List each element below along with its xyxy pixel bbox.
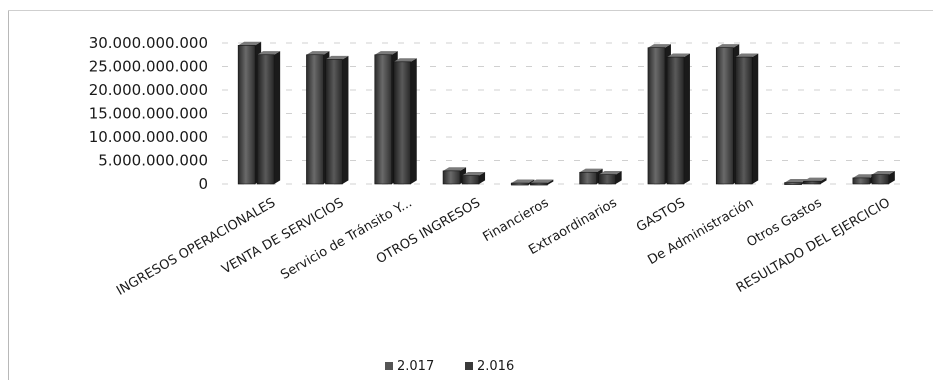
bar-side bbox=[342, 55, 349, 184]
x-category-label: GASTOS bbox=[634, 195, 688, 235]
bar-face bbox=[852, 177, 871, 185]
bar-face bbox=[256, 54, 275, 185]
bar-top bbox=[871, 171, 895, 175]
bar-top bbox=[579, 168, 603, 173]
bar-top bbox=[238, 41, 262, 46]
bar-top bbox=[530, 179, 554, 184]
bar bbox=[511, 179, 535, 186]
bar bbox=[666, 53, 690, 185]
bar-face bbox=[461, 175, 480, 185]
bar-top bbox=[803, 177, 827, 182]
bar-face bbox=[374, 54, 393, 185]
bar-face bbox=[803, 180, 821, 185]
bar bbox=[598, 171, 622, 185]
bar-top bbox=[374, 51, 398, 55]
bar-face bbox=[237, 45, 256, 185]
y-tick-label: 20.000.000.000 bbox=[89, 81, 208, 99]
bar-face bbox=[598, 174, 616, 185]
bar-face bbox=[871, 174, 890, 185]
bar-top bbox=[647, 44, 671, 48]
legend-swatch bbox=[465, 362, 473, 370]
bar bbox=[325, 55, 349, 185]
bar-face bbox=[647, 47, 666, 185]
bar-top bbox=[716, 44, 740, 48]
bar-face bbox=[734, 56, 753, 185]
bar bbox=[803, 177, 827, 185]
x-category-label: Servicio de Tránsito Y... bbox=[278, 195, 415, 282]
bar-face bbox=[442, 170, 461, 185]
bar-top bbox=[735, 53, 759, 58]
bar-side bbox=[888, 171, 895, 184]
y-axis-tick-labels: 0 5.000.000.000 10.000.000.000 15.000.000.0… bbox=[89, 34, 208, 193]
bar-side bbox=[547, 179, 554, 186]
bar-top bbox=[598, 171, 622, 175]
legend-label: 2.016 bbox=[477, 359, 514, 374]
bar-face bbox=[715, 47, 734, 185]
bar-face bbox=[784, 182, 802, 185]
legend-swatch bbox=[385, 362, 393, 370]
bar-side bbox=[683, 53, 690, 184]
y-tick-label: 25.000.000.000 bbox=[89, 58, 208, 76]
bar bbox=[461, 171, 486, 185]
bar bbox=[256, 51, 281, 185]
y-tick-label: 0 bbox=[198, 175, 208, 193]
bars bbox=[237, 41, 895, 186]
bar-side bbox=[615, 171, 622, 184]
bar bbox=[871, 171, 895, 185]
bar-top bbox=[443, 167, 467, 171]
bar-side bbox=[528, 179, 535, 186]
bar-top bbox=[393, 58, 417, 62]
bar-side bbox=[274, 51, 281, 185]
bar-top bbox=[257, 51, 281, 55]
legend-item: 2.016 bbox=[465, 359, 514, 374]
bar-side bbox=[752, 53, 759, 184]
bar-face bbox=[325, 59, 343, 185]
bar-face bbox=[393, 61, 412, 185]
bar-side bbox=[479, 171, 486, 184]
bar-top bbox=[852, 174, 876, 178]
bar-face bbox=[666, 56, 685, 185]
bar-top bbox=[325, 55, 349, 60]
y-tick-label: 5.000.000.000 bbox=[98, 152, 208, 170]
bar bbox=[530, 179, 554, 186]
bar-top bbox=[784, 178, 808, 183]
bar-side bbox=[410, 58, 417, 185]
bar-face bbox=[306, 54, 324, 185]
y-tick-label: 30.000.000.000 bbox=[89, 34, 208, 52]
bar-top bbox=[306, 51, 330, 55]
legend: 2.017 2.016 bbox=[385, 359, 514, 374]
legend-label: 2.017 bbox=[397, 359, 434, 374]
bar-face bbox=[530, 182, 548, 186]
y-tick-label: 10.000.000.000 bbox=[89, 128, 208, 146]
bar-top bbox=[462, 171, 486, 176]
bar-top bbox=[511, 179, 535, 184]
x-category-label: VENTA DE SERVICIOS bbox=[219, 195, 346, 277]
bar-face bbox=[511, 182, 529, 186]
bar-side bbox=[820, 177, 827, 184]
y-tick-label: 15.000.000.000 bbox=[89, 105, 208, 123]
bar-face bbox=[579, 171, 597, 185]
bar-top bbox=[666, 53, 690, 58]
bar bbox=[734, 53, 759, 185]
legend-item: 2.017 bbox=[385, 359, 434, 374]
bar bbox=[393, 58, 417, 185]
